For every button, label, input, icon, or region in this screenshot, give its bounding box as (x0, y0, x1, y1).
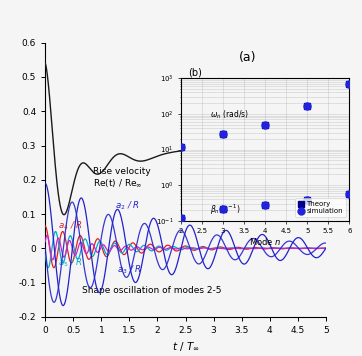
Text: $\omega_n$ (rad/s): $\omega_n$ (rad/s) (210, 108, 249, 121)
Theory (263, 123, 267, 127)
simulation (305, 104, 310, 108)
simulation (179, 145, 183, 149)
Theory (347, 82, 352, 86)
simulation (263, 123, 267, 127)
Theory (179, 145, 183, 149)
X-axis label: Mode $n$: Mode $n$ (249, 236, 281, 247)
Legend: Theory, simulation: Theory, simulation (295, 198, 346, 217)
Line: Theory: Theory (178, 81, 352, 150)
Text: Re(t) / Re$_{\infty}$: Re(t) / Re$_{\infty}$ (93, 178, 143, 189)
Theory (221, 132, 225, 136)
Text: Rise velocity: Rise velocity (93, 167, 151, 176)
Line: simulation: simulation (177, 80, 353, 150)
Text: $a_4$ / R: $a_4$ / R (58, 219, 83, 232)
simulation (221, 132, 225, 136)
Text: $a_2$ / R: $a_2$ / R (115, 200, 140, 213)
Text: (a): (a) (239, 51, 256, 64)
Text: $a_5$ / R: $a_5$ / R (58, 256, 83, 269)
X-axis label: $t\ /\ T_{\infty}$: $t\ /\ T_{\infty}$ (172, 340, 199, 353)
Text: (b): (b) (188, 68, 202, 78)
simulation (347, 82, 352, 86)
Text: Shape oscillation of modes 2-5: Shape oscillation of modes 2-5 (82, 286, 222, 295)
Theory (305, 104, 310, 108)
Text: $a_3$ / R: $a_3$ / R (117, 264, 142, 277)
Text: $\beta_n$ (s$^{-1}$): $\beta_n$ (s$^{-1}$) (210, 202, 241, 216)
